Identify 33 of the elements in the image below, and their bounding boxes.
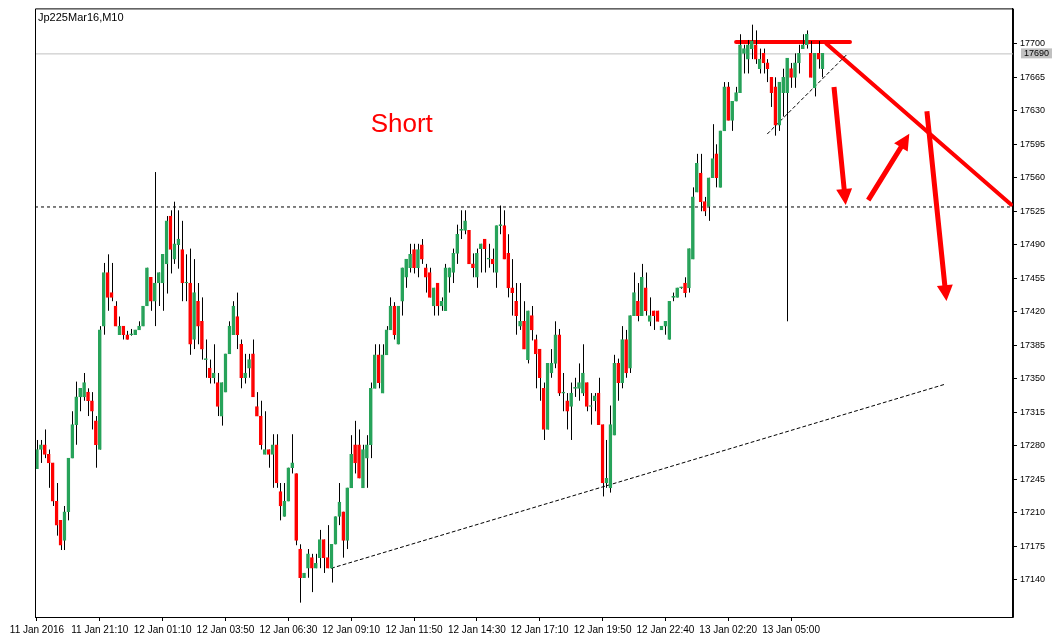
- x-tick-label: 12 Jan 11:50: [385, 623, 443, 635]
- x-tick-label: 11 Jan 21:10: [71, 623, 129, 635]
- y-tick-label: 17455: [1019, 272, 1045, 283]
- y-tick-label: 17385: [1019, 339, 1045, 350]
- y-tick-label: 17420: [1019, 306, 1045, 317]
- y-tick-label: 17350: [1019, 373, 1045, 384]
- annotation: Short: [370, 107, 433, 139]
- x-tick-label: 13 Jan 05:00: [762, 623, 821, 635]
- x-tick-label: 13 Jan 02:20: [699, 623, 758, 635]
- y-tick-label: 17210: [1019, 507, 1045, 518]
- x-tick-label: 12 Jan 14:30: [447, 623, 507, 635]
- y-tick-label: 17525: [1019, 205, 1045, 216]
- x-tick-label: 12 Jan 17:10: [510, 623, 570, 635]
- y-tick-label: 17595: [1019, 138, 1045, 149]
- x-tick-label: 12 Jan 09:10: [322, 623, 381, 635]
- y-tick-label: 17700: [1019, 38, 1045, 49]
- y-tick-label: 17280: [1019, 440, 1045, 451]
- y-tick-label: 17140: [1019, 574, 1045, 585]
- x-tick-label: 11 Jan 2016: [9, 623, 65, 635]
- y-tick-label: 17315: [1019, 406, 1045, 417]
- y-tick-label: 17490: [1019, 239, 1045, 250]
- y-tick-label: 17665: [1019, 71, 1045, 82]
- y-tick-label: 17560: [1019, 172, 1045, 183]
- y-tick-label: 17245: [1019, 473, 1045, 484]
- y-tick-label: 17630: [1019, 105, 1045, 116]
- x-tick-label: 12 Jan 06:30: [259, 623, 318, 635]
- x-tick-label: 12 Jan 01:10: [133, 623, 192, 635]
- y-tick-label: 17175: [1019, 540, 1045, 551]
- chart-title: Jp225Mar16,M10: [38, 11, 124, 24]
- x-tick-label: 12 Jan 03:50: [196, 623, 255, 635]
- x-tick-label: 12 Jan 19:50: [573, 623, 632, 635]
- x-tick-label: 12 Jan 22:40: [636, 623, 695, 635]
- ref-line-label: 17690: [1023, 47, 1049, 58]
